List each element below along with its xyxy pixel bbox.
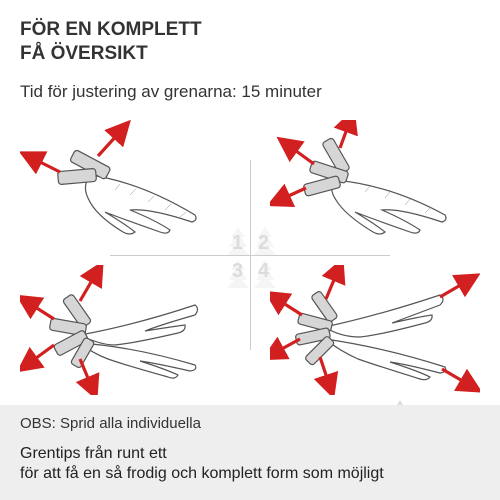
title-line-1: FÖR EN KOMPLETT xyxy=(20,18,480,42)
divider-vertical xyxy=(250,160,251,350)
header: FÖR EN KOMPLETT FÅ ÖVERSIKT xyxy=(0,0,500,72)
branch-step-1 xyxy=(20,120,230,250)
tip-line-2: för att få en så frodig och komplett for… xyxy=(20,464,480,484)
branch-step-2 xyxy=(270,120,480,250)
quadrant-label-4: 4 xyxy=(258,260,269,283)
subtitle: Tid för justering av grenarna: 15 minute… xyxy=(0,72,500,108)
branch-step-3 xyxy=(20,265,230,395)
quadrant-label-2: 2 xyxy=(258,232,269,255)
quadrant-label-1: 1 xyxy=(232,232,243,255)
branch-step-4 xyxy=(270,265,480,395)
footer: OBS: Sprid alla individuella Grentips fr… xyxy=(0,405,500,500)
title-line-2: FÅ ÖVERSIKT xyxy=(20,42,480,66)
diagram-area: 1 2 3 4 xyxy=(0,110,500,400)
quadrant-label-3: 3 xyxy=(232,260,243,283)
obs-note: OBS: Sprid alla individuella xyxy=(20,415,480,432)
tip-line-1: Grentips från runt ett xyxy=(20,444,480,464)
